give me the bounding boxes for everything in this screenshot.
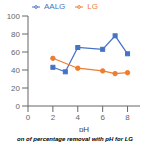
html-text:AALG: AALG [44,2,66,11]
svg-text:4: 4 [76,113,81,122]
svg-text:6: 6 [100,113,105,122]
svg-text:pH: pH [79,125,89,132]
svg-text:40: 40 [11,66,20,75]
svg-text:20: 20 [11,84,20,93]
svg-text:0: 0 [16,102,21,111]
svg-text:8: 8 [125,113,130,122]
svg-text:80: 80 [11,30,20,39]
svg-text:0: 0 [26,113,31,122]
html-text:on of percentage removal with: on of percentage removal with pH for LG [17,136,133,142]
html-text:LG: LG [87,2,98,11]
svg-text:60: 60 [11,48,20,57]
svg-text:100: 100 [8,12,21,21]
svg-text:2: 2 [51,113,56,122]
